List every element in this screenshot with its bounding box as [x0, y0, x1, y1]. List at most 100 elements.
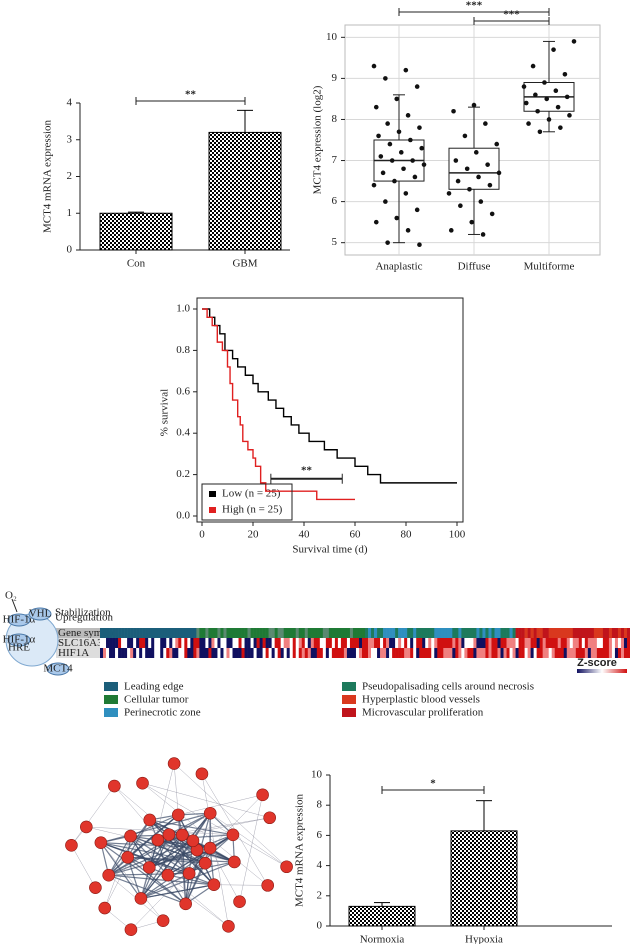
heat-cell: [494, 628, 498, 638]
heat-cell: [271, 638, 275, 648]
heat-cell: [530, 628, 534, 638]
heat-cell: [551, 648, 556, 658]
heat-cell: [256, 648, 260, 658]
heat-cell: [325, 628, 330, 638]
data-point: [421, 162, 427, 167]
network-node: [80, 820, 93, 834]
heat-cell: [569, 648, 574, 658]
heat-cell: [449, 648, 453, 658]
heat-cell: [437, 628, 441, 638]
network-node: [124, 923, 138, 936]
heat-cell: [527, 648, 531, 658]
heat-cell: [476, 648, 480, 658]
heat-cell: [229, 638, 233, 648]
legend-label: Hyperplastic blood vessels: [362, 694, 480, 706]
network-edge: [100, 842, 187, 905]
network-node: [195, 767, 209, 781]
heat-cell: [160, 638, 164, 648]
heat-cell: [130, 638, 134, 648]
network-edge: [114, 785, 190, 874]
heat-cell: [617, 628, 622, 638]
network-node: [124, 829, 137, 843]
heat-cell: [611, 628, 616, 638]
data-point: [401, 166, 406, 172]
network-node: [151, 833, 165, 847]
heat-cell: [214, 648, 218, 658]
network-node: [179, 897, 192, 911]
heat-cell: [283, 648, 288, 658]
heat-cell: [512, 638, 516, 648]
heat-cell: [569, 628, 574, 638]
heat-cell: [130, 628, 134, 638]
heat-cell: [142, 638, 146, 648]
heat-cell: [548, 638, 553, 648]
heat-cell: [148, 628, 152, 638]
heat-cell: [169, 628, 173, 638]
x-tick-label: 60: [350, 529, 362, 541]
heat-cell: [109, 648, 113, 658]
heat-cell: [148, 648, 152, 658]
network-node: [167, 757, 181, 770]
data-point: [476, 174, 481, 180]
heat-cell: [292, 638, 297, 648]
heat-cell: [313, 628, 318, 638]
heat-cell: [241, 638, 245, 648]
heat-cell: [605, 628, 610, 638]
heat-cell: [142, 628, 146, 638]
heat-cell: [461, 628, 465, 638]
heat-cell: [178, 638, 182, 648]
heat-cell: [560, 638, 565, 648]
heat-cell: [473, 628, 477, 638]
heat-cell: [190, 638, 194, 648]
data-point: [458, 203, 463, 209]
heat-cell: [145, 638, 149, 648]
heat-cell: [509, 628, 513, 638]
heat-cell: [599, 628, 604, 638]
heat-cell: [283, 628, 288, 638]
data-point: [530, 63, 536, 69]
heat-cell: [310, 638, 315, 648]
heat-cell: [283, 638, 288, 648]
heat-cell: [545, 638, 549, 648]
heat-cell: [539, 638, 543, 648]
network-node: [203, 841, 217, 855]
network-edge: [140, 834, 183, 899]
heat-cell: [217, 648, 221, 658]
heat-cell: [154, 638, 158, 648]
diagram-label: Upregulation: [55, 612, 114, 624]
heat-cell: [476, 638, 480, 648]
network-node: [280, 860, 293, 874]
heat-cell: [163, 638, 167, 648]
heat-cell: [340, 628, 345, 638]
heat-cell: [112, 648, 116, 658]
network-node: [136, 776, 149, 790]
heat-cell: [380, 648, 384, 658]
diagram-label: HIF-1α: [3, 634, 36, 646]
heat-cell: [365, 638, 369, 648]
heat-cell: [584, 648, 589, 658]
x-tick-label: Normoxia: [360, 934, 405, 944]
heat-cell: [226, 648, 230, 658]
heat-cell: [145, 628, 149, 638]
heat-cell: [497, 638, 501, 648]
y-tick-label: 3: [67, 133, 73, 145]
heat-cell: [160, 648, 164, 658]
network-edge: [149, 819, 234, 836]
data-point: [403, 67, 409, 73]
data-point: [373, 104, 379, 110]
heat-cell: [118, 648, 122, 658]
data-point: [487, 182, 493, 188]
heat-cell: [422, 648, 426, 658]
heat-cell: [181, 648, 185, 658]
heat-cell: [277, 648, 281, 658]
network-edge: [140, 834, 234, 899]
heat-cell: [401, 648, 405, 658]
heat-cell: [181, 628, 185, 638]
heat-cell: [238, 648, 242, 658]
data-point: [558, 125, 563, 130]
data-point: [544, 96, 550, 102]
data-point: [371, 63, 377, 69]
heat-cell: [250, 638, 254, 648]
heat-cell: [449, 638, 453, 648]
heat-cell: [455, 638, 459, 648]
